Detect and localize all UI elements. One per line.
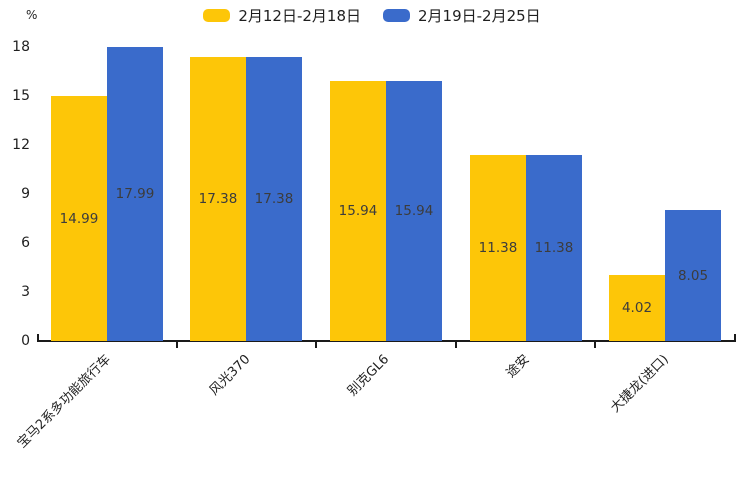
x-category-label: 大捷龙(进口) — [608, 352, 672, 416]
bar-series2: 17.38 — [246, 57, 302, 341]
bar-value-label: 17.38 — [198, 191, 238, 207]
bar-value-label: 11.38 — [534, 240, 574, 256]
bar-series1: 17.38 — [190, 57, 246, 341]
bar-value-label: 14.99 — [59, 210, 99, 227]
x-axis-right-endcap — [734, 334, 736, 341]
legend-item: 2月12日-2月18日 — [203, 5, 361, 26]
legend-item: 2月19日-2月25日 — [383, 5, 541, 26]
legend-swatch-blue — [383, 9, 410, 22]
legend-label: 2月19日-2月25日 — [418, 7, 541, 25]
y-tick-label: 9 — [21, 186, 30, 202]
y-tick-label: 12 — [12, 137, 30, 153]
x-axis-line — [37, 340, 736, 342]
y-axis-unit-label: % — [26, 8, 38, 22]
bar-value-label: 8.05 — [677, 267, 709, 284]
y-tick-label: 3 — [21, 284, 30, 300]
bar-series2: 17.99 — [107, 47, 163, 341]
x-axis-tick — [315, 342, 318, 348]
bar-series2: 8.05 — [665, 210, 721, 341]
x-axis-tick — [175, 342, 178, 348]
y-tick-label: 15 — [12, 88, 30, 104]
y-tick-label: 18 — [12, 39, 30, 55]
legend-swatch-yellow — [203, 9, 231, 22]
x-axis-tick — [594, 342, 597, 348]
bar-value-label: 11.38 — [478, 240, 518, 256]
y-tick-label: 0 — [21, 333, 30, 349]
bar-value-label: 4.02 — [621, 300, 653, 316]
bar-value-label: 15.94 — [394, 203, 434, 219]
x-axis-left-endcap — [37, 334, 39, 341]
bar-series1: 4.02 — [609, 275, 665, 341]
legend-label: 2月12日-2月18日 — [238, 7, 361, 25]
x-axis-tick — [454, 342, 457, 348]
y-tick-label: 6 — [21, 235, 30, 251]
bar-series1: 15.94 — [330, 81, 386, 341]
x-category-label: 风光370 — [206, 352, 254, 399]
bar-series2: 15.94 — [386, 81, 442, 341]
bar-value-label: 17.38 — [254, 191, 294, 207]
x-category-label: 途安 — [503, 352, 533, 382]
bar-value-label: 15.94 — [338, 203, 378, 219]
bar-series1: 14.99 — [51, 96, 107, 341]
bar-series1: 11.38 — [470, 155, 526, 341]
x-category-label: 别克GL6 — [345, 352, 393, 400]
x-category-label: 宝马2系多功能旅行车 — [14, 352, 114, 452]
chart-legend: 2月12日-2月18日 2月19日-2月25日 — [0, 5, 744, 26]
bar-series2: 11.38 — [526, 155, 582, 341]
bar-value-label: 17.99 — [115, 186, 155, 202]
